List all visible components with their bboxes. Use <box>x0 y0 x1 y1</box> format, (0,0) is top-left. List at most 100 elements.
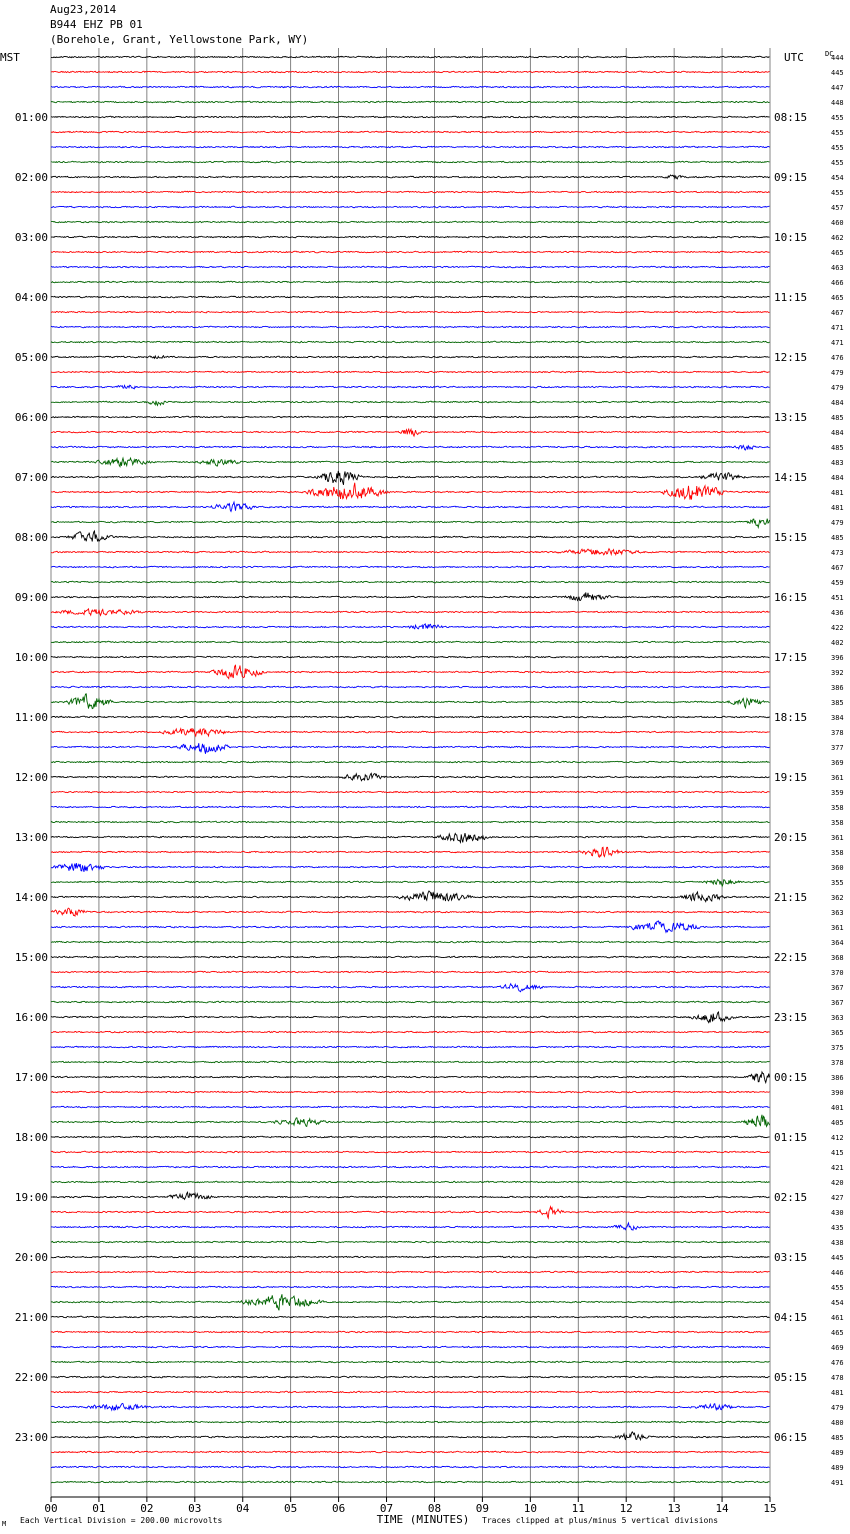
trace-line <box>50 743 770 754</box>
trace-line <box>51 1431 770 1442</box>
trace-line <box>50 1180 770 1184</box>
trace-line <box>50 1255 770 1259</box>
station-title: B944 EHZ PB 01 <box>50 18 143 31</box>
dc-value: 364 <box>831 939 844 947</box>
x-tick-label: 00 <box>44 1502 57 1515</box>
trace-line <box>50 1390 770 1394</box>
dc-value: 378 <box>831 1059 844 1067</box>
dc-value: 451 <box>831 594 844 602</box>
dc-value: 384 <box>831 714 844 722</box>
trace-line <box>50 529 770 543</box>
trace-line <box>50 580 770 584</box>
x-tick-label: 09 <box>476 1502 489 1515</box>
dc-value: 360 <box>831 864 844 872</box>
trace-line <box>50 1191 770 1201</box>
dc-value: 446 <box>831 1269 844 1277</box>
trace-line <box>50 1480 770 1484</box>
trace-line <box>50 1375 770 1379</box>
dc-value: 385 <box>831 699 844 707</box>
hour-label-utc: 18:15 <box>774 711 807 724</box>
trace-line <box>50 415 770 419</box>
trace-line <box>50 1114 770 1128</box>
trace-line <box>50 1000 770 1004</box>
trace-line <box>50 907 770 918</box>
dc-value: 361 <box>831 834 844 842</box>
dc-value: 465 <box>831 1329 844 1337</box>
trace-line <box>50 1450 770 1454</box>
x-tick-label: 13 <box>668 1502 681 1515</box>
dc-value: 454 <box>831 174 844 182</box>
hour-label-mst: 05:00 <box>15 351 48 364</box>
dc-value: 386 <box>831 684 844 692</box>
dc-value: 480 <box>831 1419 844 1427</box>
dc-value: 361 <box>831 924 844 932</box>
hour-label-utc: 13:15 <box>774 411 807 424</box>
dc-value: 401 <box>831 1104 844 1112</box>
traces <box>50 55 770 1484</box>
labels: MST UTC DC 01:00 02:00 03:00 04:00 05:00 06:00 07… <box>0 50 844 1528</box>
dc-value: 483 <box>831 459 844 467</box>
minute-grid <box>50 48 771 1502</box>
hour-label-mst: 06:00 <box>15 411 48 424</box>
trace-line <box>50 1330 770 1334</box>
hour-label-utc: 15:15 <box>774 531 807 544</box>
dc-value: 454 <box>831 1299 844 1307</box>
trace-line <box>50 100 770 104</box>
x-tick-label: 10 <box>524 1502 537 1515</box>
dc-value: 460 <box>831 219 844 227</box>
dc-value: 367 <box>831 999 844 1007</box>
trace-line <box>50 878 770 888</box>
hour-label-mst: 22:00 <box>15 1371 48 1384</box>
dc-value: 444 <box>831 54 844 62</box>
hour-label-mst: 17:00 <box>15 1071 48 1084</box>
x-tick-label: 01 <box>92 1502 105 1515</box>
trace-line <box>50 456 770 468</box>
location-title: (Borehole, Grant, Yellowstone Park, WY) <box>50 33 309 46</box>
trace-line <box>50 444 770 451</box>
dc-value: 479 <box>831 1404 844 1412</box>
dc-value: 466 <box>831 279 844 287</box>
hour-label-mst: 15:00 <box>15 951 48 964</box>
x-tick-label: 02 <box>140 1502 153 1515</box>
hour-label-mst: 14:00 <box>15 891 48 904</box>
hour-label-utc: 23:15 <box>774 1011 807 1024</box>
dc-value: 484 <box>831 474 844 482</box>
hour-label-mst: 23:00 <box>15 1431 48 1444</box>
dc-value: 455 <box>831 189 844 197</box>
trace-line <box>50 1150 770 1154</box>
date-title: Aug23,2014 <box>50 3 117 16</box>
dc-value: 476 <box>831 1359 844 1367</box>
trace-line <box>50 832 770 845</box>
dc-value: 469 <box>831 1344 844 1352</box>
hour-label-mst: 21:00 <box>15 1311 48 1324</box>
x-axis-label: TIME (MINUTES) <box>377 1513 470 1526</box>
trace-line <box>50 820 770 824</box>
hour-label-mst: 12:00 <box>15 771 48 784</box>
trace-line <box>50 265 770 269</box>
hour-label-utc: 03:15 <box>774 1251 807 1264</box>
trace-line <box>50 982 770 993</box>
dc-value: 375 <box>831 1044 844 1052</box>
trace-line <box>50 1221 770 1231</box>
dc-value: 489 <box>831 1464 844 1472</box>
trace-line <box>50 1030 770 1034</box>
hour-label-utc: 01:15 <box>774 1131 807 1144</box>
x-tick-label: 11 <box>572 1502 585 1515</box>
trace-line <box>50 470 770 485</box>
trace-line <box>50 280 770 284</box>
dc-value: 369 <box>831 759 844 767</box>
hour-label-mst: 20:00 <box>15 1251 48 1264</box>
trace-line <box>50 846 770 859</box>
dc-value: 479 <box>831 519 844 527</box>
dc-value: 405 <box>831 1119 844 1127</box>
dc-value: 368 <box>831 954 844 962</box>
hour-label-mst: 01:00 <box>15 111 48 124</box>
trace-line <box>50 1165 770 1169</box>
hour-label-utc: 22:15 <box>774 951 807 964</box>
dc-value: 355 <box>831 879 844 887</box>
trace-line <box>50 890 770 903</box>
dc-value: 462 <box>831 234 844 242</box>
hour-label-mst: 10:00 <box>15 651 48 664</box>
hour-label-mst: 18:00 <box>15 1131 48 1144</box>
dc-value: 485 <box>831 1434 844 1442</box>
